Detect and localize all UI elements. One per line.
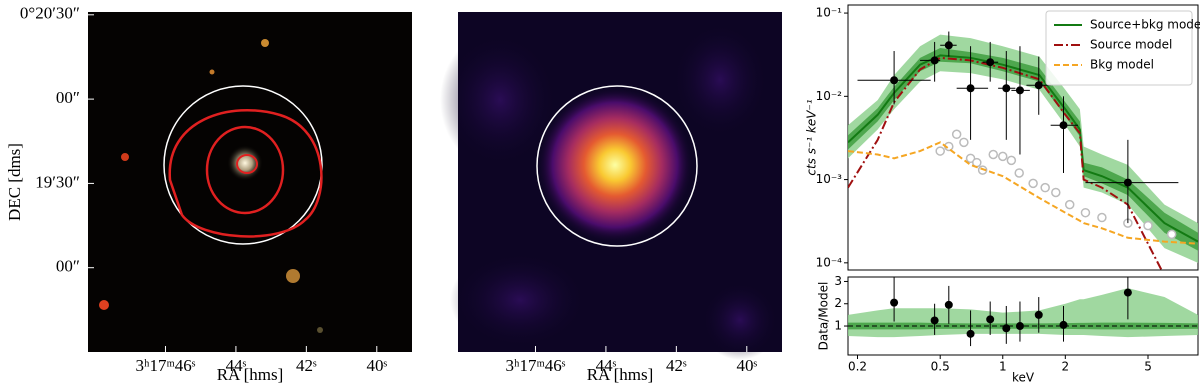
data-point (1123, 178, 1132, 187)
data-point (966, 84, 975, 93)
legend-box (1045, 10, 1193, 86)
y-axis-label: cts s⁻¹ keV⁻¹ (805, 99, 819, 175)
x-tick-label: 0.2 (848, 360, 867, 374)
y-axis-label: Data/Model (817, 282, 831, 351)
y-tick-label: 3 (834, 274, 842, 288)
legend: Source+bkg model Source model Bkg model (1045, 10, 1200, 86)
y-tick-label: 10⁻¹ (816, 6, 843, 20)
background-point (988, 149, 999, 160)
y-tick-label: 00″ (56, 257, 80, 276)
legend-label: Bkg model (1090, 58, 1154, 72)
y-tick-label: 2 (834, 296, 842, 310)
background-point (1166, 229, 1177, 240)
data-point (930, 56, 939, 65)
data-point (930, 316, 939, 325)
background-point (1051, 187, 1061, 198)
data-point (1059, 320, 1068, 329)
background-point (1080, 207, 1091, 218)
data-point (944, 41, 953, 50)
x-tick-label: 2 (1061, 360, 1069, 374)
background-point (1006, 155, 1017, 166)
data-point (1034, 310, 1043, 319)
data-point (944, 300, 953, 309)
y-tick-label: 10⁻⁴ (816, 255, 843, 269)
confidence-band (848, 288, 1198, 338)
x-tick-label: 5 (1144, 360, 1152, 374)
x-tick-label: 42ˢ (666, 356, 687, 375)
y-tick-label: 1 (834, 319, 842, 333)
xray-image (440, 12, 782, 360)
y-tick-label: 10⁻² (816, 89, 843, 103)
background-point (965, 153, 976, 164)
background-point (1097, 212, 1107, 223)
background-point (1143, 220, 1153, 231)
legend-label: Source+bkg model (1090, 18, 1200, 32)
confidence-band (848, 34, 1198, 263)
background-point (1028, 178, 1038, 189)
x-tick-label: 3ʰ17ᵐ46ˢ (136, 356, 196, 375)
legend-label: Source model (1090, 38, 1172, 52)
data-point (1059, 121, 1068, 130)
background-point (998, 151, 1008, 162)
y-tick-label: 19′30″ (35, 172, 80, 191)
background-point (935, 146, 945, 156)
background-point (959, 137, 969, 148)
data-point (1002, 84, 1011, 93)
data-point (1002, 324, 1011, 333)
y-tick-label: 00″ (56, 88, 80, 107)
y-tick-label: 0°20′30″ (20, 4, 80, 23)
data-point (986, 315, 995, 324)
data-point (986, 58, 995, 67)
data-point (890, 298, 899, 307)
x-tick-label: 3ʰ17ᵐ46ˢ (506, 356, 566, 375)
x-tick-label: 44ˢ (226, 356, 247, 375)
data-point (966, 329, 975, 338)
background-point (1040, 182, 1050, 193)
x-tick-label: 42ˢ (296, 356, 317, 375)
confidence-band (848, 48, 1198, 251)
x-axis-label: keV (1012, 371, 1035, 385)
optical-image (88, 12, 412, 352)
y-axis-label: DEC [dms] (5, 143, 24, 221)
data-point (1015, 322, 1024, 331)
x-tick-label: 40ˢ (736, 356, 757, 375)
background-point (1014, 168, 1024, 178)
x-tick-label: 1 (999, 360, 1007, 374)
plot-area (848, 31, 1198, 270)
x-tick-label: 44ˢ (596, 356, 617, 375)
x-axis-label: RA [hms] (217, 365, 284, 384)
model-line (848, 141, 1198, 245)
data-point (890, 76, 899, 85)
model-line (848, 54, 1198, 243)
background-point (951, 129, 962, 140)
data-point (1034, 81, 1043, 90)
data-point (1015, 86, 1024, 95)
x-tick-label: 0.5 (931, 360, 950, 374)
background-point (1064, 199, 1075, 210)
plot-area (848, 277, 1198, 347)
x-tick-label: 40ˢ (366, 356, 387, 375)
data-point (1123, 288, 1132, 297)
y-tick-label: 10⁻³ (816, 172, 843, 186)
x-axis-label: RA [hms] (587, 365, 654, 384)
